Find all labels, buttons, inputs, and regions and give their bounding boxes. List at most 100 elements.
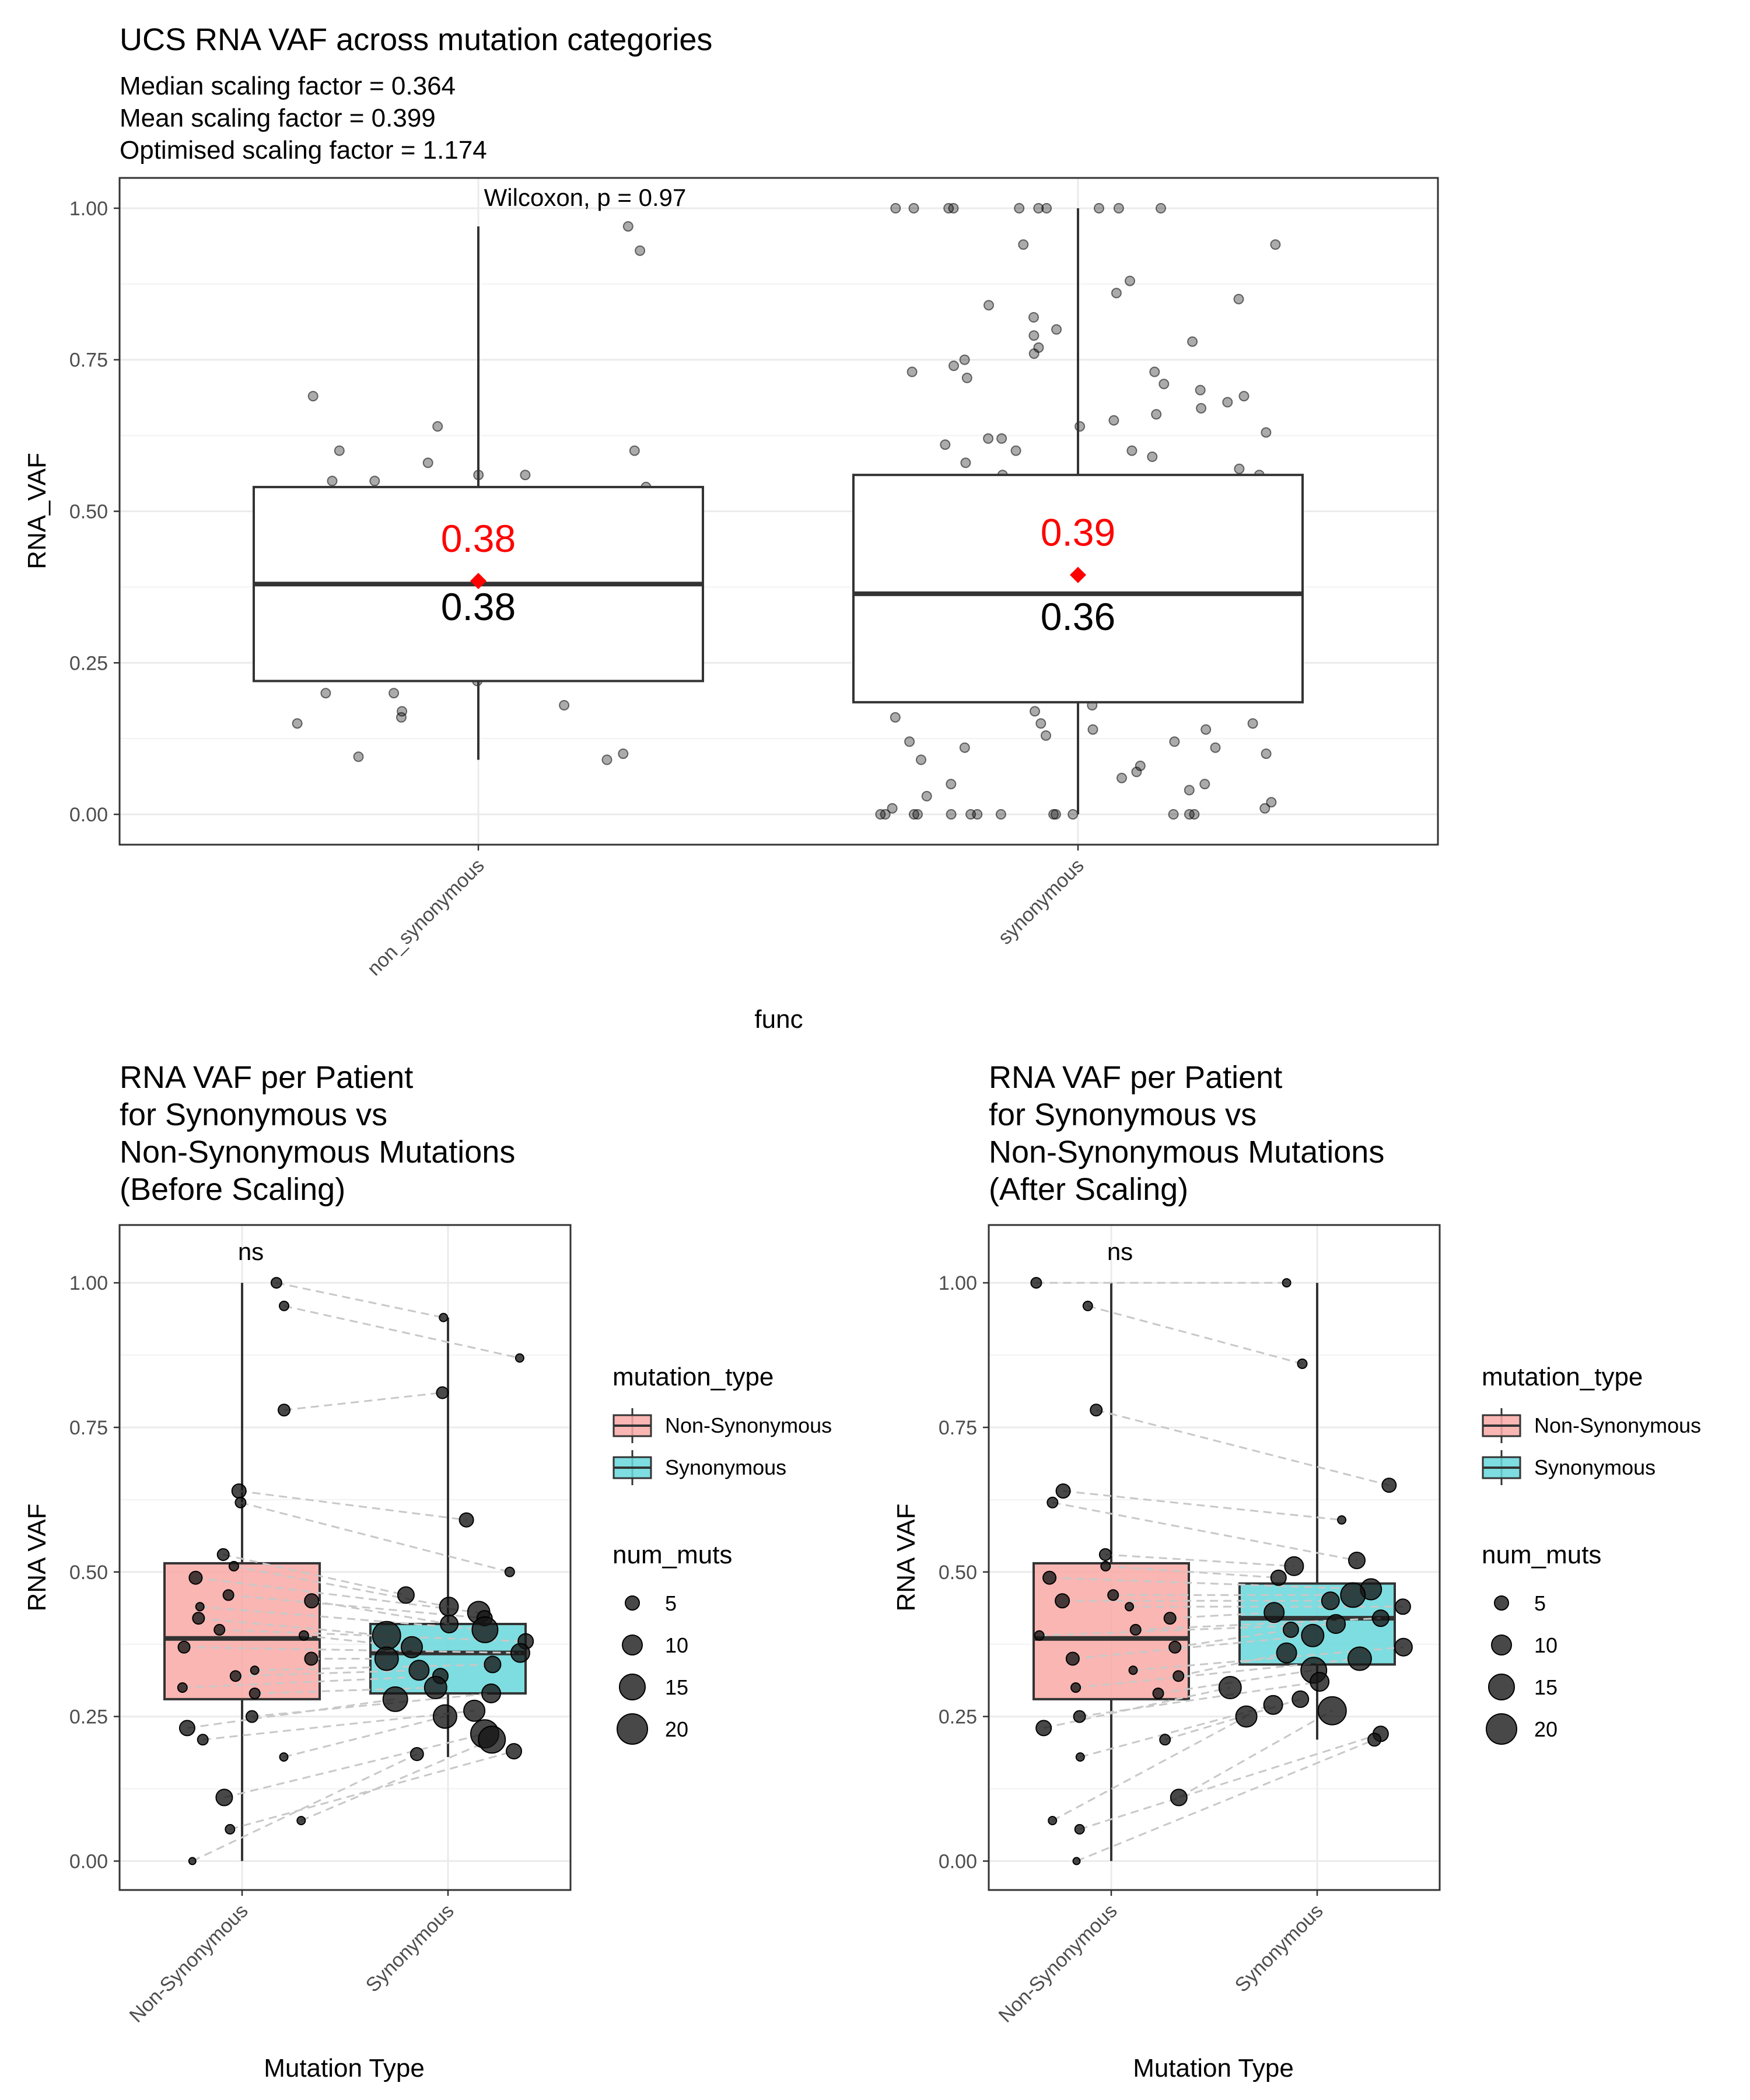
patient-point-synonymous bbox=[440, 1615, 459, 1633]
patient-point-non-synonymous bbox=[1073, 1710, 1086, 1723]
data-point bbox=[618, 748, 629, 760]
data-point bbox=[1210, 742, 1221, 753]
patient-line bbox=[303, 1634, 412, 1648]
patient-line bbox=[184, 1646, 520, 1654]
data-point bbox=[916, 754, 926, 765]
data-point bbox=[1238, 391, 1250, 402]
patient-line bbox=[200, 1605, 485, 1631]
data-point bbox=[983, 433, 994, 444]
legend-size-label: 5 bbox=[665, 1591, 677, 1615]
data-point bbox=[1195, 384, 1206, 396]
chart-title: UCS RNA VAF across mutation categories bbox=[120, 22, 712, 57]
patient-point-non-synonymous bbox=[304, 1593, 320, 1609]
patient-point-synonymous bbox=[1218, 1676, 1242, 1699]
data-point bbox=[984, 300, 994, 311]
data-point bbox=[629, 445, 640, 456]
data-point bbox=[1068, 809, 1079, 820]
x-axis-label: Mutation Type bbox=[1133, 2054, 1294, 2082]
patient-point-synonymous bbox=[1284, 1556, 1304, 1576]
patient-point-synonymous bbox=[1340, 1582, 1366, 1608]
data-point bbox=[1168, 809, 1179, 820]
legend-size-key bbox=[625, 1595, 640, 1611]
patient-point-synonymous bbox=[1371, 1609, 1390, 1628]
patient-point-non-synonymous bbox=[1125, 1602, 1134, 1612]
patient-line bbox=[300, 1738, 492, 1822]
patient-point-synonymous bbox=[1310, 1672, 1330, 1692]
patient-point-synonymous bbox=[372, 1620, 401, 1650]
legend-size-title: num_muts bbox=[1482, 1541, 1601, 1569]
patient-point-non-synonymous bbox=[188, 1857, 197, 1866]
data-point bbox=[1261, 748, 1272, 760]
x-axis-label: Mutation Type bbox=[264, 2054, 425, 2082]
data-point bbox=[1158, 379, 1170, 390]
y-tick-label: 1.00 bbox=[69, 1272, 108, 1294]
data-point bbox=[1259, 803, 1270, 814]
patient-line bbox=[1105, 1553, 1294, 1567]
mean-marker bbox=[470, 572, 487, 589]
data-point bbox=[1087, 724, 1098, 735]
y-tick-label: 0.50 bbox=[939, 1562, 977, 1584]
patient-point-non-synonymous bbox=[250, 1665, 260, 1675]
patient-line bbox=[240, 1502, 510, 1573]
patient-point-synonymous bbox=[432, 1704, 457, 1729]
data-point bbox=[432, 421, 443, 432]
patient-point-non-synonymous bbox=[249, 1688, 261, 1699]
patient-point-non-synonymous bbox=[1098, 1548, 1112, 1561]
patient-line bbox=[235, 1669, 419, 1677]
patient-point-non-synonymous bbox=[225, 1824, 236, 1835]
data-point bbox=[1113, 203, 1124, 214]
patient-point-non-synonymous bbox=[1046, 1496, 1059, 1508]
data-point bbox=[396, 712, 407, 723]
data-point bbox=[961, 372, 972, 383]
patient-line bbox=[284, 1716, 446, 1758]
data-point bbox=[1234, 463, 1245, 474]
patient-point-non-synonymous bbox=[192, 1612, 205, 1625]
patient-line bbox=[224, 1732, 485, 1798]
legend-size-label: 15 bbox=[1534, 1675, 1558, 1699]
patient-point-non-synonymous bbox=[197, 1734, 209, 1746]
y-tick-label: 0.75 bbox=[69, 1417, 108, 1439]
patient-point-non-synonymous bbox=[1159, 1734, 1171, 1746]
patient-point-non-synonymous bbox=[1090, 1404, 1103, 1417]
patient-line bbox=[1079, 1681, 1320, 1718]
patient-point-synonymous bbox=[439, 1597, 459, 1617]
patient-point-non-synonymous bbox=[279, 1752, 289, 1762]
panel-border bbox=[118, 1224, 572, 1891]
chart-subtitle-line: Optimised scaling factor = 1.174 bbox=[120, 136, 487, 164]
legend-size-label: 20 bbox=[1534, 1717, 1558, 1741]
top-boxplot-chart: UCS RNA VAF across mutation categories Me… bbox=[23, 22, 1439, 1034]
patient-line bbox=[1096, 1409, 1390, 1486]
data-point bbox=[1233, 293, 1244, 304]
data-point bbox=[890, 203, 901, 214]
data-point bbox=[1156, 203, 1166, 214]
patient-point-synonymous bbox=[439, 1312, 449, 1322]
patient-line bbox=[187, 1698, 396, 1729]
patient-point-non-synonymous bbox=[245, 1710, 258, 1723]
data-point bbox=[1151, 409, 1162, 420]
patient-point-synonymous bbox=[510, 1643, 530, 1663]
y-tick-label: 0.00 bbox=[939, 1850, 977, 1873]
patient-point-non-synonymous bbox=[229, 1670, 242, 1682]
patient-point-non-synonymous bbox=[1030, 1277, 1042, 1289]
patient-point-synonymous bbox=[424, 1676, 447, 1699]
data-point bbox=[972, 809, 983, 820]
patient-point-non-synonymous bbox=[1034, 1630, 1045, 1641]
patient-point-synonymous bbox=[1292, 1690, 1310, 1708]
data-point bbox=[1051, 324, 1062, 335]
legend-size-label: 20 bbox=[665, 1717, 688, 1741]
data-point bbox=[943, 203, 954, 214]
data-point bbox=[622, 221, 634, 232]
data-point bbox=[635, 245, 646, 256]
data-point bbox=[388, 688, 400, 699]
y-tick-label: 0.50 bbox=[69, 501, 108, 523]
data-point bbox=[292, 718, 303, 729]
data-point bbox=[601, 754, 612, 765]
patient-line bbox=[1075, 1658, 1360, 1689]
data-point bbox=[1200, 724, 1212, 735]
data-point bbox=[1030, 706, 1040, 717]
patient-point-synonymous bbox=[410, 1747, 424, 1761]
legend-size-key bbox=[1494, 1595, 1509, 1611]
data-point bbox=[959, 742, 970, 753]
patient-point-synonymous bbox=[1317, 1696, 1347, 1726]
